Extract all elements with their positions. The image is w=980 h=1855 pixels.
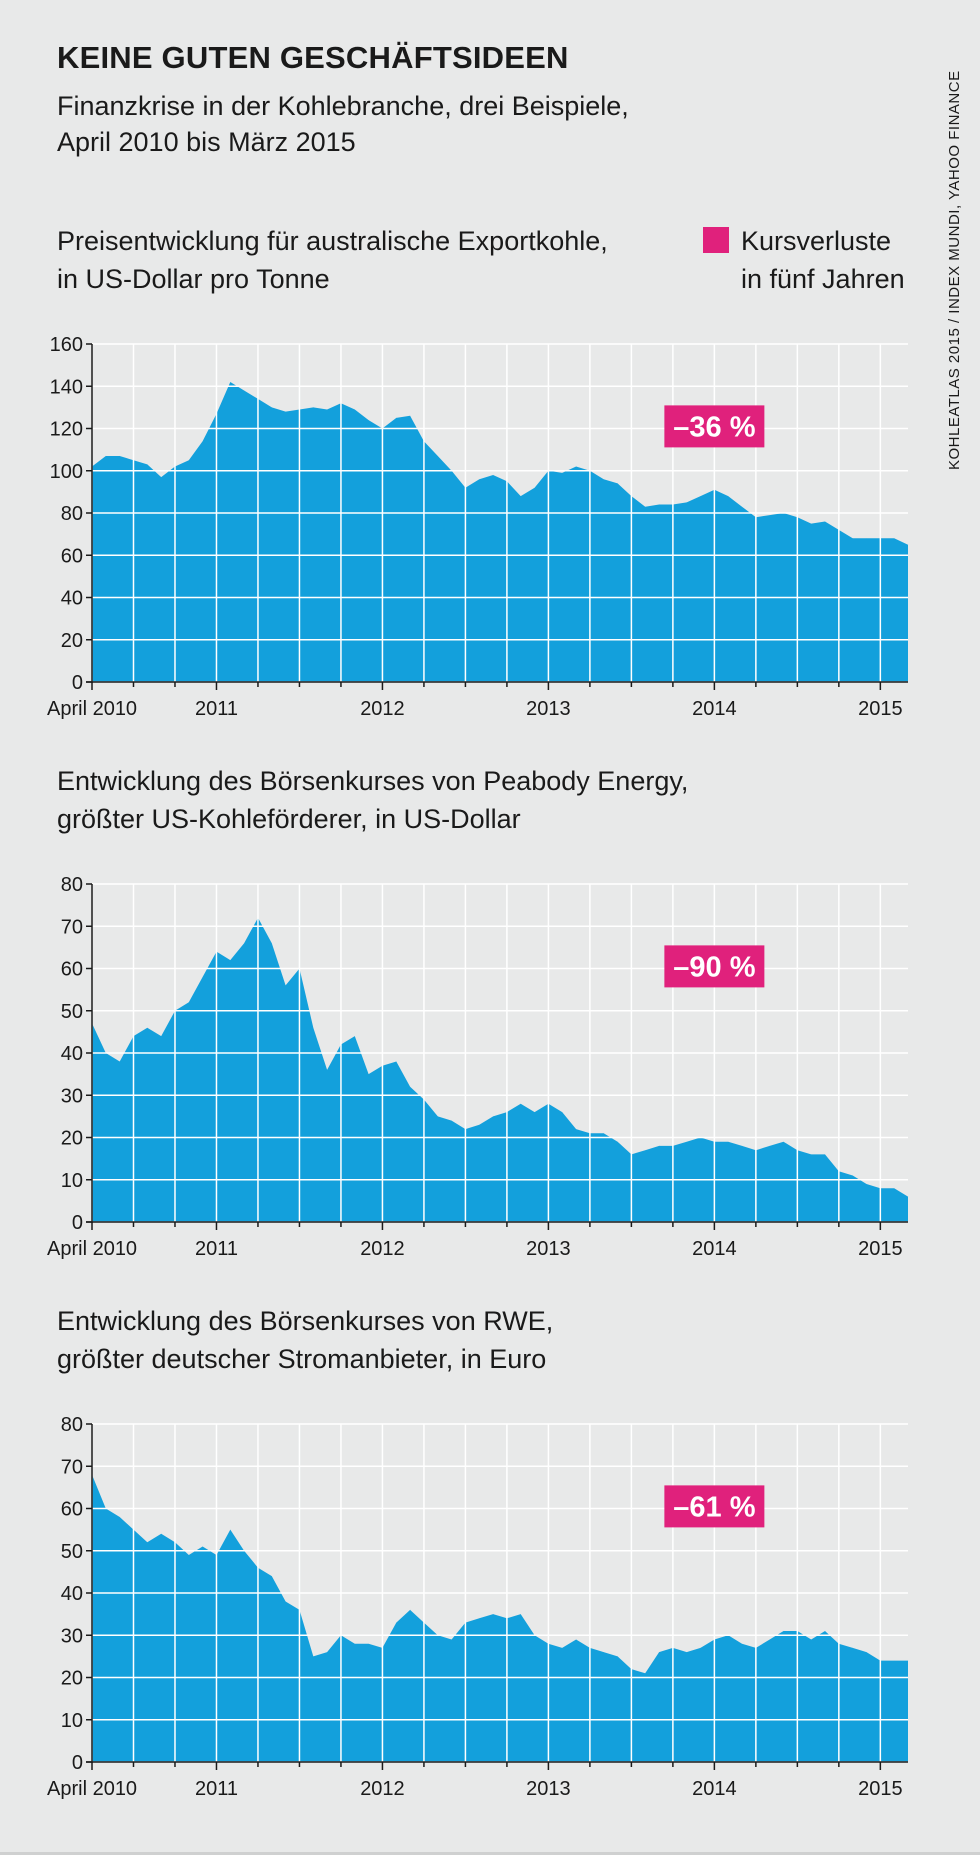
- x-tick-label: April 2010: [47, 1778, 137, 1800]
- y-tick-label: 80: [61, 503, 83, 525]
- x-tick-label: 2013: [526, 1778, 571, 1800]
- loss-badge-label: –90 %: [673, 951, 755, 983]
- y-tick-label: 70: [61, 1456, 83, 1478]
- x-tick-label: 2014: [692, 1238, 737, 1260]
- x-tick-label: 2011: [195, 1238, 238, 1260]
- loss-badge-background: [664, 405, 765, 448]
- x-tick-label: 2015: [858, 698, 903, 720]
- legend-text: Kursverluste in fünf Jahren: [741, 222, 961, 298]
- x-tick-label: 2011: [195, 698, 238, 720]
- x-tick-label: 2012: [360, 1778, 405, 1800]
- y-tick-label: 80: [61, 874, 83, 896]
- y-tick-label: 140: [50, 376, 83, 398]
- x-tick-label: 2013: [526, 1238, 571, 1260]
- x-tick-label: April 2010: [47, 698, 137, 720]
- x-tick-label: 2012: [360, 698, 405, 720]
- y-tick-label: 40: [61, 1043, 83, 1065]
- y-tick-label: 40: [61, 1583, 83, 1605]
- y-tick-label: 30: [61, 1085, 83, 1107]
- y-tick-label: 20: [61, 1668, 83, 1690]
- x-tick-label: 2014: [692, 698, 737, 720]
- y-tick-label: 70: [61, 916, 83, 938]
- loss-badge-label: –36 %: [673, 411, 755, 443]
- legend-line-2: in fünf Jahren: [741, 264, 905, 294]
- loss-badge: –61 %: [664, 1485, 765, 1528]
- y-tick-label: 30: [61, 1625, 83, 1647]
- page-subtitle: Finanzkrise in der Kohlebranche, drei Be…: [57, 88, 757, 160]
- y-tick-label: 60: [61, 1499, 83, 1521]
- y-tick-label: 10: [61, 1170, 83, 1192]
- series-area: [92, 382, 908, 682]
- loss-badge-label: –61 %: [673, 1491, 755, 1523]
- y-tick-label: 120: [50, 419, 83, 441]
- series-area: [92, 1474, 908, 1762]
- chart-1-title: Preisentwicklung für australische Export…: [57, 222, 757, 298]
- loss-badge: –90 %: [664, 945, 765, 988]
- page-title: KEINE GUTEN GESCHÄFTSIDEEN: [57, 40, 569, 75]
- x-tick-label: 2014: [692, 1778, 737, 1800]
- chart-2-title-line-1: Entwicklung des Börsenkurses von Peabody…: [57, 766, 689, 796]
- chart-3-title-line-2: größter deutscher Stromanbieter, in Euro: [57, 1344, 547, 1374]
- chart-1-title-line-1: Preisentwicklung für australische Export…: [57, 226, 608, 256]
- x-tick-label: 2015: [858, 1238, 903, 1260]
- chart-3-title: Entwicklung des Börsenkurses von RWE, gr…: [57, 1302, 757, 1378]
- y-tick-label: 0: [72, 1752, 83, 1774]
- footer-divider: [0, 1852, 980, 1855]
- y-tick-label: 0: [72, 1212, 83, 1234]
- x-tick-label: 2011: [195, 1778, 238, 1800]
- chart-2-title: Entwicklung des Börsenkurses von Peabody…: [57, 762, 757, 838]
- series-area: [92, 917, 908, 1222]
- legend-line-1: Kursverluste: [741, 226, 892, 256]
- y-tick-label: 160: [50, 334, 83, 356]
- y-tick-label: 20: [61, 630, 83, 652]
- y-tick-label: 10: [61, 1710, 83, 1732]
- x-tick-label: 2015: [858, 1778, 903, 1800]
- chart-3-title-line-1: Entwicklung des Börsenkurses von RWE,: [57, 1306, 554, 1336]
- x-tick-label: 2013: [526, 698, 571, 720]
- subtitle-line-2: April 2010 bis März 2015: [57, 127, 356, 157]
- x-tick-label: 2012: [360, 1238, 405, 1260]
- x-tick-label: April 2010: [47, 1238, 137, 1260]
- y-tick-label: 50: [61, 1001, 83, 1023]
- loss-badge-background: [664, 945, 765, 988]
- chart-2-title-line-2: größter US-Kohleförderer, in US-Dollar: [57, 804, 521, 834]
- loss-badge: –36 %: [664, 405, 765, 448]
- y-tick-label: 60: [61, 545, 83, 567]
- y-tick-label: 80: [61, 1414, 83, 1436]
- legend-swatch: [703, 227, 729, 253]
- y-tick-label: 0: [72, 672, 83, 694]
- y-tick-label: 60: [61, 959, 83, 981]
- chart-peabody-stock: 0 10 20 30 40 50 60 70 80 April 2010 2011 2012 2013 2…: [47, 874, 909, 1260]
- subtitle-line-1: Finanzkrise in der Kohlebranche, drei Be…: [57, 91, 629, 121]
- chart-coal-price: 0 20 40 60 80 100 120 140 160 April 2010 2011 2012 2…: [47, 334, 909, 720]
- y-tick-label: 20: [61, 1128, 83, 1150]
- y-tick-label: 40: [61, 588, 83, 610]
- chart-1-title-line-2: in US-Dollar pro Tonne: [57, 264, 330, 294]
- loss-badge-background: [664, 1485, 765, 1528]
- y-tick-label: 50: [61, 1541, 83, 1563]
- y-tick-label: 100: [50, 461, 83, 483]
- chart-rwe-stock: 0 10 20 30 40 50 60 70 80 April 2010 2011 2012 2013 2…: [47, 1414, 909, 1800]
